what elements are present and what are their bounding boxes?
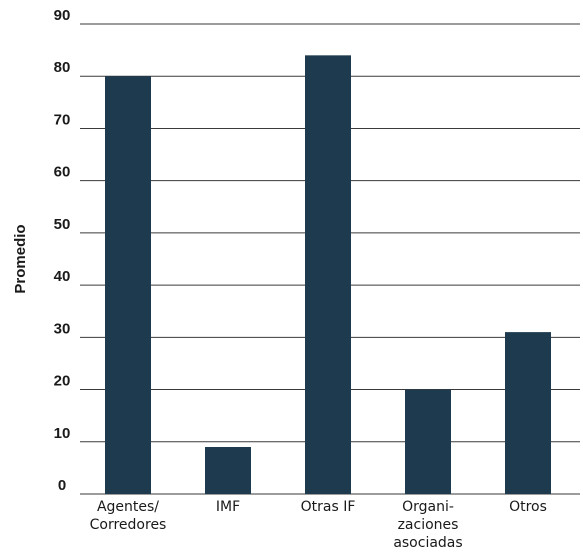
bar xyxy=(205,447,251,494)
x-category-label: Organi-zaciones asociadas xyxy=(393,499,462,551)
y-tick-label: 60 xyxy=(54,164,71,181)
x-category-label: IMF xyxy=(216,499,240,515)
y-tick-label: 90 xyxy=(54,7,71,24)
bar xyxy=(505,332,551,494)
y-axis-title: Promedio xyxy=(12,224,29,293)
y-tick-label: 0 xyxy=(58,477,66,494)
y-tick-label: 10 xyxy=(54,425,71,442)
y-tick-label: 70 xyxy=(54,111,71,128)
y-tick-label: 50 xyxy=(54,216,71,233)
bar xyxy=(405,389,451,494)
x-category-label: Agentes/Corredores xyxy=(90,499,167,533)
y-tick-label: 30 xyxy=(54,320,71,337)
x-category-label: Otros xyxy=(509,499,547,515)
y-tick-label: 80 xyxy=(54,59,71,76)
x-category-labels: Agentes/Corredores IMF Otras IF Organi-zaci… xyxy=(90,499,547,551)
y-tick-label: 20 xyxy=(54,373,71,390)
y-tick-label: 40 xyxy=(54,268,71,285)
x-category-label: Otras IF xyxy=(301,499,356,515)
y-tick-labels: 0 10 20 30 40 50 60 70 80 90 xyxy=(54,7,71,494)
bar xyxy=(305,55,351,494)
bars xyxy=(105,55,551,494)
bar xyxy=(105,76,151,494)
